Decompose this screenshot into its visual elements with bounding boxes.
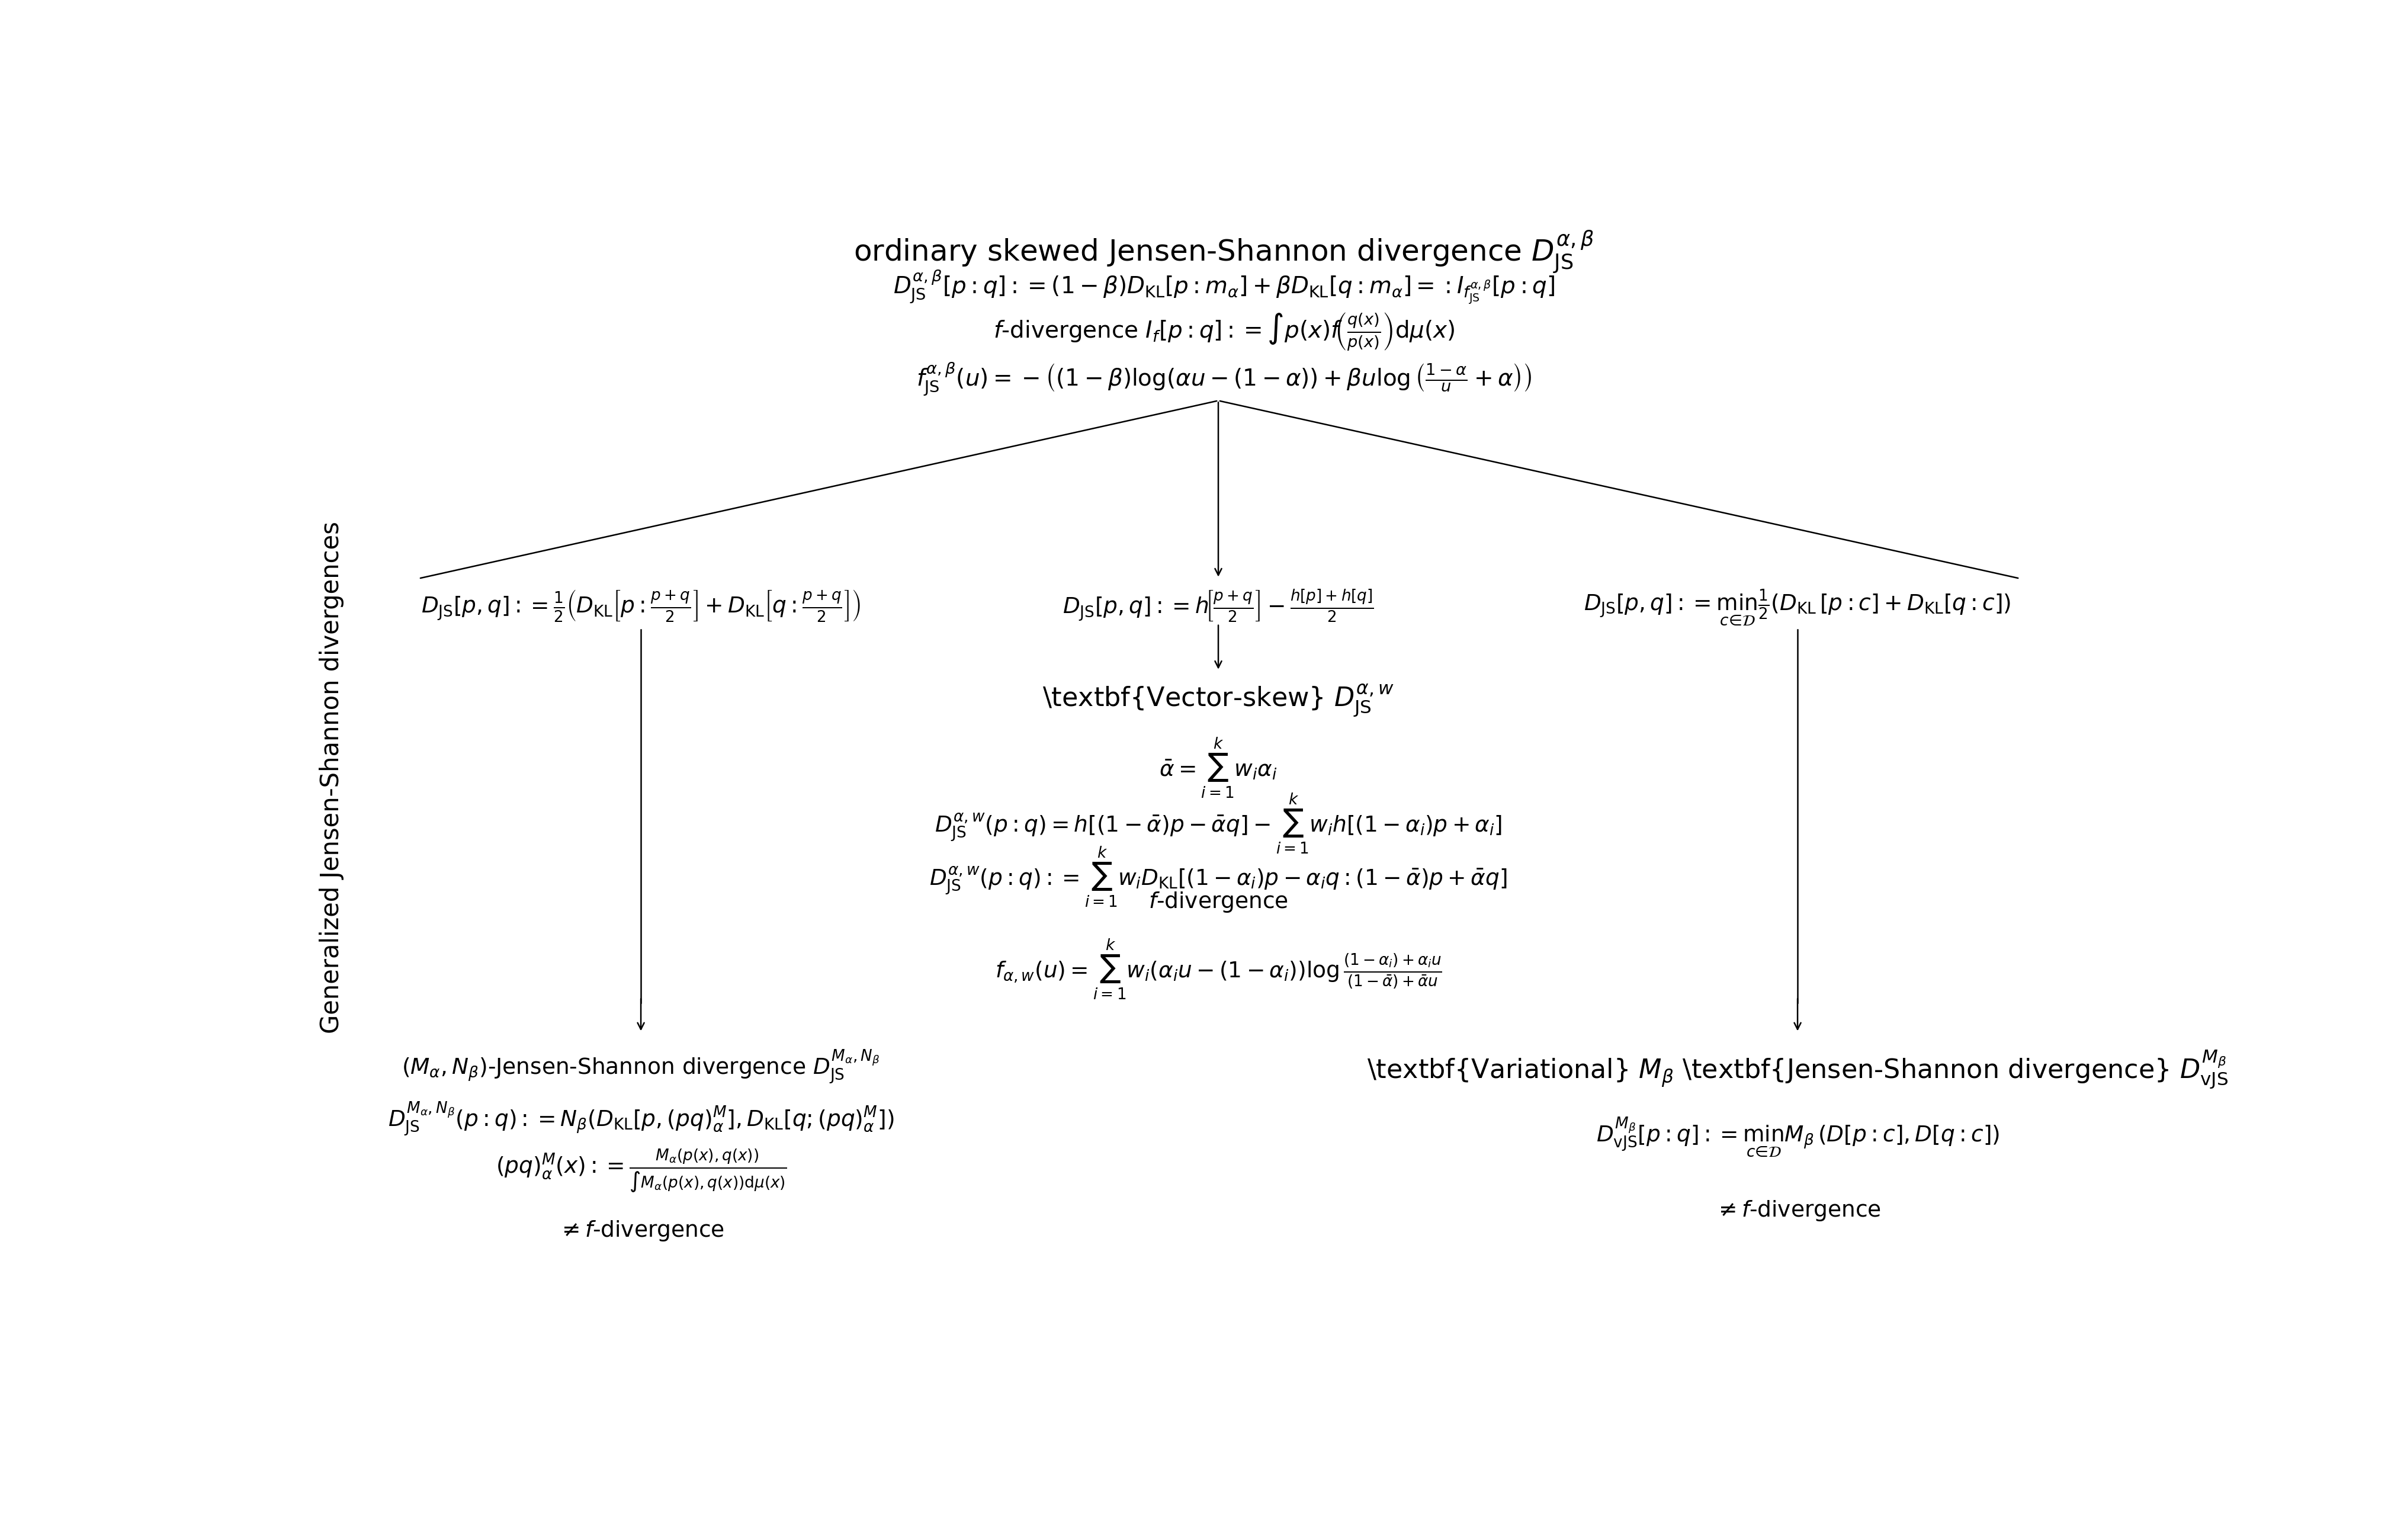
Text: $\bar{\alpha} = \sum_{i=1}^{k} w_i\alpha_i$: $\bar{\alpha} = \sum_{i=1}^{k} w_i\alpha… (1158, 736, 1278, 801)
Text: $D_{\mathrm{JS}}[p,q] := \frac{1}{2}\left(D_{\mathrm{KL}}\left[p:\frac{p+q}{2}\r: $D_{\mathrm{JS}}[p,q] := \frac{1}{2}\lef… (420, 588, 860, 622)
Text: $D_{\mathrm{JS}}^{M_{\alpha},N_{\beta}}(p:q) := N_{\beta}(D_{\mathrm{KL}}[p,(pq): $D_{\mathrm{JS}}^{M_{\alpha},N_{\beta}}(… (387, 1100, 893, 1138)
Text: $D_{\mathrm{JS}}^{\alpha,\beta}[p:q] := (1-\beta)D_{\mathrm{KL}}[p:m_{\alpha}] +: $D_{\mathrm{JS}}^{\alpha,\beta}[p:q] := … (893, 268, 1555, 305)
Text: Generalized Jensen-Shannon divergences: Generalized Jensen-Shannon divergences (320, 522, 344, 1033)
Text: \textbf{Vector-skew} $D_{\mathrm{JS}}^{\alpha,w}$: \textbf{Vector-skew} $D_{\mathrm{JS}}^{\… (1044, 682, 1395, 719)
Text: $D_{\mathrm{JS}}^{\alpha,w}(p:q) = h\left[(1-\bar{\alpha})p - \bar{\alpha}q\righ: $D_{\mathrm{JS}}^{\alpha,w}(p:q) = h\lef… (934, 792, 1502, 856)
Text: $f$-divergence $I_f[p:q] := \int p(x) f\!\left(\frac{q(x)}{p(x)}\right) \mathrm{: $f$-divergence $I_f[p:q] := \int p(x) f\… (993, 311, 1454, 353)
Text: $\neq f$-divergence: $\neq f$-divergence (556, 1218, 724, 1243)
Text: ordinary skewed Jensen-Shannon divergence $D_{\mathrm{JS}}^{\alpha,\beta}$: ordinary skewed Jensen-Shannon divergenc… (853, 228, 1595, 274)
Text: $(M_{\alpha}, N_{\beta})$-Jensen-Shannon divergence $D_{\mathrm{JS}}^{M_{\alpha}: $(M_{\alpha}, N_{\beta})$-Jensen-Shannon… (401, 1049, 881, 1086)
Text: $D_{\mathrm{JS}}[p,q] := h\!\left[\frac{p+q}{2}\right] - \frac{h[p]+h[q]}{2}$: $D_{\mathrm{JS}}[p,q] := h\!\left[\frac{… (1063, 588, 1373, 624)
Text: \textbf{Variational} $M_{\beta}$ \textbf{Jensen-Shannon divergence} $D_{\mathrm{: \textbf{Variational} $M_{\beta}$ \textbf… (1366, 1049, 2228, 1090)
Text: $f_{\alpha,w}(u) = \sum_{i=1}^{k} w_i(\alpha_i u - (1-\alpha_i)) \log \frac{(1-\: $f_{\alpha,w}(u) = \sum_{i=1}^{k} w_i(\a… (996, 938, 1442, 1003)
Text: $D_{\mathrm{JS}}[p,q] := \min_{c\in\mathcal{D}} \frac{1}{2}\left(D_{\mathrm{KL}}: $D_{\mathrm{JS}}[p,q] := \min_{c\in\math… (1583, 588, 2011, 627)
Text: $f_{\mathrm{JS}}^{\alpha,\beta}(u) = -\left((1-\beta)\log(\alpha u - (1-\alpha)): $f_{\mathrm{JS}}^{\alpha,\beta}(u) = -\l… (917, 360, 1531, 397)
Text: $(pq)_{\alpha}^M(x) := \frac{M_{\alpha}(p(x),q(x))}{\int M_{\alpha}(p(x),q(x))\m: $(pq)_{\alpha}^M(x) := \frac{M_{\alpha}(… (494, 1147, 786, 1194)
Text: $D_{\mathrm{vJS}}^{M_{\beta}}[p:q] := \min_{c\in\mathcal{D}} M_{\beta}(D[p:c], D: $D_{\mathrm{vJS}}^{M_{\beta}}[p:q] := \m… (1595, 1115, 1999, 1158)
Text: $\neq f$-divergence: $\neq f$-divergence (1715, 1198, 1882, 1223)
Text: $D_{\mathrm{JS}}^{\alpha,w}(p:q) := \sum_{i=1}^{k} w_i D_{\mathrm{KL}}\left[(1-\: $D_{\mathrm{JS}}^{\alpha,w}(p:q) := \sum… (929, 845, 1507, 909)
Text: $f$-divergence: $f$-divergence (1149, 890, 1287, 915)
